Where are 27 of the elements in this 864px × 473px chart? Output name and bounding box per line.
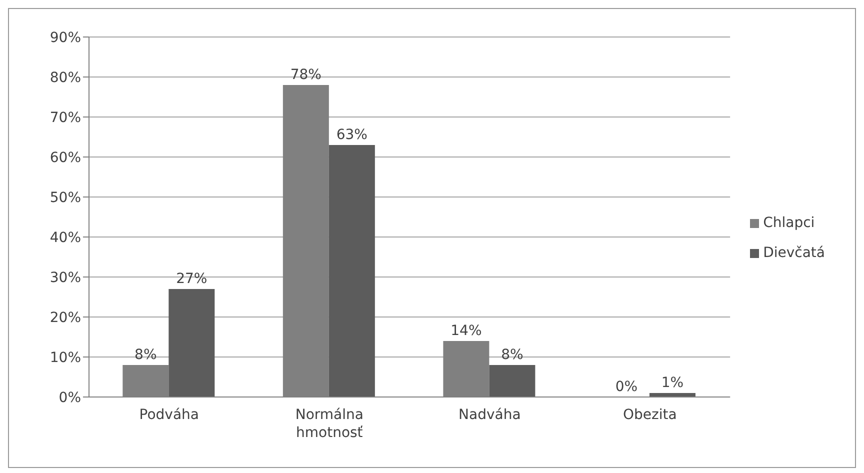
- y-tick-label: 0%: [58, 390, 81, 406]
- y-tick-label: 50%: [50, 190, 81, 206]
- data-label: 8%: [134, 347, 157, 363]
- x-tick-label: Nadváha: [458, 407, 521, 423]
- data-label: 0%: [615, 378, 638, 395]
- bar: [489, 365, 536, 397]
- y-tick-label: 10%: [50, 350, 81, 366]
- legend-label: Chlapci: [763, 215, 815, 231]
- y-tick-label: 80%: [50, 70, 81, 86]
- y-tick-label: 60%: [50, 150, 81, 166]
- bar: [168, 289, 215, 397]
- x-tick-label: Obezita: [623, 407, 677, 423]
- data-label: 78%: [290, 67, 322, 83]
- data-label: 63%: [336, 127, 368, 143]
- data-label: 14%: [450, 323, 482, 339]
- y-tick-label: 40%: [50, 230, 81, 246]
- y-tick-label: 70%: [50, 110, 81, 126]
- x-tick-label: Normálna hmotnosť: [295, 407, 364, 441]
- x-tick-label: Podváha: [139, 407, 199, 423]
- y-tick-label: 20%: [50, 310, 81, 326]
- y-tick-label: 90%: [50, 30, 81, 46]
- data-label: 27%: [176, 271, 208, 287]
- y-tick-label: 30%: [50, 270, 81, 286]
- data-label: 1%: [661, 375, 684, 391]
- data-label: 8%: [501, 347, 524, 363]
- legend-label: Dievčatá: [763, 245, 825, 261]
- bar: [328, 145, 375, 397]
